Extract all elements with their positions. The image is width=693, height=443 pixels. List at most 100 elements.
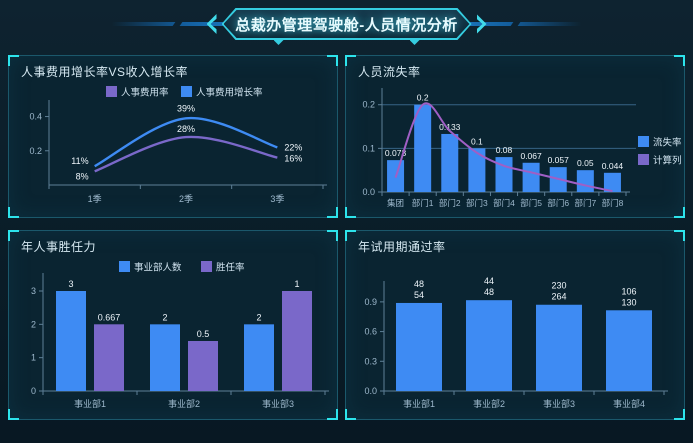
data-label: 0.05 [577,158,594,168]
chart-turnover-rate: 0.0 0.1 0.2 集团 部门1 部门2 部门3 部门4 部门5 部门6 部门7 部门8 0.073… [346,80,686,219]
y-axis-tick-label: 0.6 [364,327,377,337]
category-label: 事业部2 [168,398,200,409]
category-label: 部门1 [412,198,434,208]
corner-accent [674,230,685,241]
data-label: 48 [484,287,494,297]
category-label: 集团 [387,198,404,208]
bar [495,157,513,192]
data-label: 264 [551,292,566,302]
category-label: 事业部4 [613,398,645,409]
data-label: 16% [284,154,302,164]
bar [244,324,274,391]
data-label: 0.044 [602,161,624,171]
category-label: 事业部2 [473,398,505,409]
data-label: 2 [162,312,167,322]
chart-hr-expense-vs-income-growth: 0.2 0.4 1季 2季 3季 8% 28% 16% 11% 39% 22% 人事费用率 人事费用增长… [9,80,339,219]
y-axis-tick-label: 0.4 [29,112,42,122]
data-label: 130 [621,297,636,307]
category-label: 部门6 [547,198,569,208]
data-label: 0.057 [548,155,570,165]
y-axis-tick-label: 3 [31,286,36,296]
bar [441,133,459,192]
corner-accent [327,55,338,66]
header: 总裁办管理驾驶舱-人员情况分析 [0,0,693,48]
category-label: 3季 [270,193,284,204]
chart-probation-pass-rate: 0.0 0.3 0.6 0.9 事业部1 事业部2 事业部3 事业部4 48 54 44 48 230 2… [346,255,686,421]
bar [396,302,442,391]
bar [466,300,512,391]
category-label: 1季 [88,193,102,204]
legend-label: 计算列 [653,155,682,167]
category-label: 部门3 [466,198,488,208]
page-title: 总裁办管理驾驶舱-人员情况分析 [235,16,458,34]
chart-competency: 0 1 2 3 事业部1 事业部2 事业部3 3 2 2 0.667 0.5 1 事业部人数 胜任率 [9,255,339,421]
corner-accent [8,230,19,241]
header-title-badge: 总裁办管理驾驶舱-人员情况分析 [206,8,487,45]
category-label: 事业部3 [262,398,294,409]
y-axis-tick-label: 0.2 [29,146,42,156]
legend-item[interactable]: 流失率 [638,136,682,149]
panel-competency: 年人事胜任力 0 1 2 3 事业部1 事业部2 事业部3 3 2 2 0.667 0.5 1 事业部人数… [8,230,338,420]
data-label: 44 [484,276,494,286]
bar [150,324,180,391]
legend-item[interactable]: 胜任率 [201,261,245,274]
category-label: 部门5 [520,198,542,208]
legend-item[interactable]: 事业部人数 [119,261,182,274]
corner-accent [674,409,685,420]
y-axis-tick-label: 0.3 [364,356,377,366]
corner-accent [674,207,685,218]
corner-accent [327,230,338,241]
data-label: 8% [76,171,89,181]
panel-probation-pass-rate: 年试用期通过率 0.0 0.3 0.6 0.9 事业部1 事业部2 事业部3 事业部4 48 54… [345,230,685,420]
data-label: 0.133 [439,122,461,132]
legend-swatch [638,136,649,147]
data-label: 0.067 [520,151,542,161]
legend-swatch [119,261,130,272]
panel-title: 年人事胜任力 [21,240,97,254]
bar [414,104,432,192]
panel-title: 人员流失率 [358,65,421,79]
panel-hr-expense-vs-income-growth: 人事费用增长率VS收入增长率 0.2 0.4 1季 2季 3季 8% 28% 16% 11% 39… [8,55,338,218]
data-label: 0.1 [471,136,483,146]
badge-fill: 总裁办管理驾驶舱-人员情况分析 [224,10,470,38]
category-label: 2季 [179,193,193,204]
legend-label: 人事费用率 [121,87,169,99]
category-label: 部门7 [574,198,596,208]
bar [576,170,594,192]
y-axis-tick-label: 0 [31,386,36,396]
category-label: 部门8 [602,198,624,208]
category-label: 部门4 [493,198,515,208]
bar [522,162,540,192]
badge-notch-icon [273,40,284,45]
line-series [94,135,278,173]
legend-item[interactable]: 人事费用增长率 [181,86,263,99]
bar [536,304,582,391]
data-label: 54 [414,290,424,300]
badge-notch-icon [409,40,420,45]
corner-accent [8,207,19,218]
data-label: 0.08 [496,145,513,155]
line-notch [509,21,522,27]
panel-turnover-rate: 人员流失率 0.0 0.1 0.2 集团 部门1 部门2 部门3 部门4 部门5 部门6 部门7 部门… [345,55,685,218]
legend-label: 人事费用增长率 [196,87,263,99]
data-label: 230 [551,281,566,291]
data-label: 22% [284,142,302,152]
bar [603,172,621,192]
data-label: 3 [68,279,73,289]
bar [282,291,312,391]
legend-item[interactable]: 人事费用率 [106,86,169,99]
category-label: 部门2 [439,198,461,208]
y-axis-tick-label: 0.0 [364,386,377,396]
bar [94,324,124,391]
corner-accent [345,230,356,241]
data-label: 39% [177,103,195,113]
bar [56,291,86,391]
legend-item[interactable]: 计算列 [638,154,682,167]
legend-swatch [638,154,649,165]
corner-accent [345,207,356,218]
y-axis-tick-label: 1 [31,353,36,363]
category-label: 事业部1 [74,398,106,409]
data-label: 0.2 [417,93,429,103]
panel-title: 年试用期通过率 [358,240,446,254]
panel-title: 人事费用增长率VS收入增长率 [21,65,189,79]
